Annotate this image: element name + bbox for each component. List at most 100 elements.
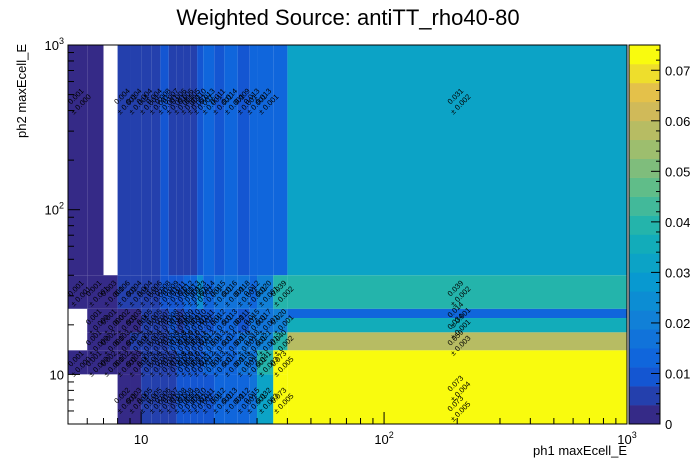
heatmap-cell: [287, 45, 627, 276]
heatmap-cell: [203, 308, 215, 333]
heatmap-cell: [151, 45, 161, 276]
heatmap-cell: [273, 45, 288, 276]
heatmap-cell: [249, 332, 258, 351]
heatmap-cell: [249, 45, 258, 276]
x-axis-ticks: 10 102 103: [67, 412, 637, 447]
heatmap-cell: [197, 308, 204, 333]
heatmap-cell: [130, 350, 142, 375]
heatmap-cell: [224, 275, 238, 309]
plot-frame: [67, 44, 628, 425]
heatmap-cell: [214, 275, 225, 309]
heatmap-cell: [183, 332, 191, 351]
heatmap-cell: [141, 374, 152, 424]
heatmap-cell: [117, 332, 131, 351]
y-axis-label: ph2 maxEcell_E: [14, 44, 29, 138]
heatmap-cell: [87, 275, 104, 309]
heatmap-cell: [183, 350, 191, 375]
heatmap-cell: [190, 45, 198, 276]
heatmap-cell: [117, 275, 131, 309]
heatmap-cell: [257, 45, 274, 276]
heatmap-cell: [151, 374, 161, 424]
heatmap-cell: [237, 45, 250, 276]
heatmap-cell: [68, 308, 88, 333]
heatmap-cell: [168, 308, 177, 333]
colorbar-band: [629, 329, 660, 349]
heatmap-cell: [68, 350, 88, 375]
x-tick-label: 103: [617, 430, 636, 447]
heatmap-cell: [224, 332, 238, 351]
heatmap-cell: [237, 332, 250, 351]
heatmap-cell: [87, 45, 104, 276]
colorbar-tick-label: 0.01: [665, 366, 690, 381]
heatmap-cell: [224, 308, 238, 333]
colorbar-band: [629, 45, 660, 65]
heatmap-cell: [160, 332, 169, 351]
colorbar-band: [629, 101, 660, 122]
heatmap-cell: [183, 275, 191, 309]
heatmap-cell: [257, 275, 274, 309]
heatmap-cell: [249, 308, 258, 333]
heatmap-cell: [203, 350, 215, 375]
y-tick-label: 103: [45, 36, 64, 53]
heatmap-cell: [273, 374, 288, 424]
heatmap-cell: [249, 275, 258, 309]
heatmap-cell: [203, 374, 215, 424]
heatmap-cell: [203, 275, 215, 309]
heatmap-cell: [103, 332, 118, 351]
heatmap-cell: [203, 45, 215, 276]
heatmap-cell: [151, 350, 161, 375]
heatmap-cell: [197, 350, 204, 375]
heatmap-cell: [273, 350, 288, 375]
colorbar-band: [629, 215, 660, 235]
heatmap-cell: [287, 275, 627, 309]
colorbar-band: [629, 367, 660, 387]
heatmap-cell: [117, 374, 131, 424]
heatmap-cell: [197, 275, 204, 309]
chart-title: Weighted Source: antiTT_rho40-80: [176, 5, 519, 30]
heatmap-cell: [237, 350, 250, 375]
heatmap-cell: [237, 275, 250, 309]
heatmap-cell: [87, 374, 104, 424]
heatmap-cell: [183, 45, 191, 276]
heatmap-cell: [214, 308, 225, 333]
heatmap-cell: [160, 374, 169, 424]
heatmap-cell: [103, 308, 118, 333]
heatmap-cell: [168, 332, 177, 351]
heatmap-cell: [87, 308, 104, 333]
colorbar-band: [629, 405, 660, 425]
heatmap-cell: [287, 332, 627, 351]
heatmap-cell: [257, 308, 274, 333]
heatmap-cell: [168, 374, 177, 424]
heatmap-cell: [176, 332, 184, 351]
heatmap-cell: [103, 350, 118, 375]
heatmap-cell: [176, 374, 184, 424]
heatmap-cell: [273, 308, 288, 333]
colorbar-tick-label: 0.04: [665, 215, 690, 230]
heatmap-cell: [190, 350, 198, 375]
colorbar-band: [629, 63, 660, 84]
colorbar-band: [629, 253, 660, 273]
heatmap-cell: [160, 275, 169, 309]
colorbar-tick-label: 0.07: [665, 63, 690, 78]
heatmap-cell: [130, 275, 142, 309]
heatmap-cell: [190, 374, 198, 424]
heatmap-cell: [168, 275, 177, 309]
heatmap-cell: [273, 332, 288, 351]
heatmap-cell: [160, 350, 169, 375]
colorbar-band: [629, 139, 660, 159]
heatmap-cell: [141, 308, 152, 333]
heatmap-cell: [224, 374, 238, 424]
heatmap-cell: [176, 350, 184, 375]
heatmap-cell: [168, 45, 177, 276]
colorbar-band: [629, 291, 660, 311]
heatmap-cell: [68, 275, 88, 309]
colorbar-tick-label: 0.03: [665, 265, 690, 280]
y-tick-label: 102: [45, 201, 64, 218]
heatmap-cell: [224, 45, 238, 276]
colorbar-tick-label: 0.05: [665, 164, 690, 179]
heatmap-cell: [190, 332, 198, 351]
heatmap-cell: [87, 332, 104, 351]
colorbar-tick-label: 0.06: [665, 114, 690, 129]
colorbar-band: [629, 272, 660, 292]
x-tick-label: 102: [374, 430, 393, 447]
